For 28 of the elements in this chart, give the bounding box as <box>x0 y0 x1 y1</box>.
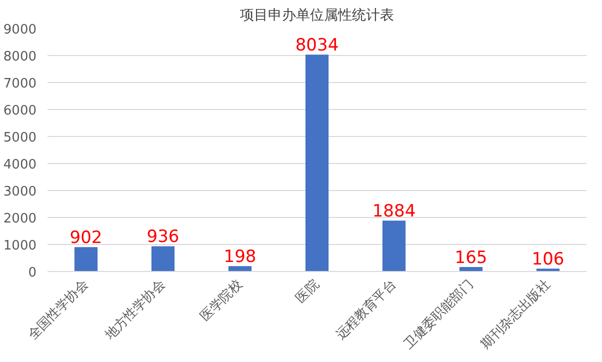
data-label: 936 <box>146 227 180 248</box>
data-label: 8034 <box>295 36 339 56</box>
bar <box>228 266 252 272</box>
x-tick-label: 远程教育平台 <box>332 276 400 343</box>
x-tick-label: 地方性学协会 <box>101 276 168 344</box>
y-tick-label: 9000 <box>3 22 37 38</box>
y-tick-label: 7000 <box>3 76 37 92</box>
bar <box>382 220 406 272</box>
chart-title: 项目申办单位属性统计表 <box>240 8 394 24</box>
y-tick-label: 4000 <box>3 158 37 172</box>
y-tick-label: 1000 <box>3 238 37 254</box>
data-label: 165 <box>454 248 488 268</box>
data-label: 902 <box>70 228 102 248</box>
y-tick-label: 5000 <box>3 130 37 146</box>
x-tick-label: 期刊杂志出版社 <box>478 277 554 352</box>
x-tick-label: 医学院校 <box>198 277 246 325</box>
y-tick-label: 3000 <box>3 184 37 200</box>
bar <box>151 246 175 272</box>
y-tick-label: 6000 <box>3 104 37 118</box>
y-tick-label: 2000 <box>3 212 37 226</box>
x-tick-label: 卫健委职能部门 <box>400 276 476 352</box>
data-label: 1884 <box>372 202 416 222</box>
data-label: 198 <box>224 247 256 268</box>
y-tick-label: 8000 <box>3 50 37 64</box>
x-tick-label: 医院 <box>293 277 322 306</box>
bar <box>305 54 329 272</box>
bar <box>74 247 98 272</box>
data-label: 106 <box>532 250 564 270</box>
